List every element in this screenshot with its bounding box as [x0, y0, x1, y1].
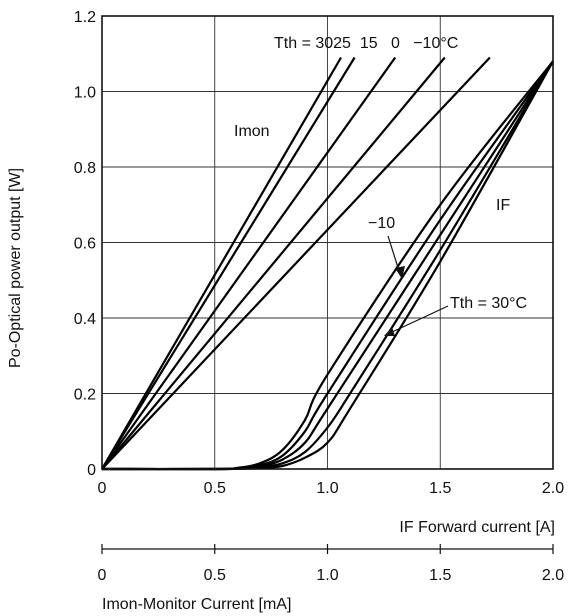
imon-curve-30 — [101, 56, 342, 470]
y-tick-label: 0 — [87, 462, 96, 479]
x-tick-label: 0 — [98, 480, 107, 497]
x-axis-label: IF Forward current [A] — [399, 519, 555, 536]
x-tick-label: 0.5 — [204, 480, 226, 497]
x-tick-label: 1.0 — [316, 480, 338, 497]
tick-labels: 0 0.2 0.4 0.6 0.8 1.0 1.2 0 0.5 1.0 1.5 2.0 — [74, 9, 564, 497]
annotation-tth30: Tth = 30°C — [450, 295, 527, 312]
imon-curve-15 — [101, 56, 397, 470]
x2-tick-label: 2.0 — [542, 567, 564, 584]
y-tick-label: 1.0 — [74, 85, 96, 102]
imon-curve-0 — [101, 56, 446, 470]
grid-lines — [101, 15, 554, 470]
y-axis-label: Po-Optical power output [W] — [7, 168, 24, 368]
x2-axis-label: Imon-Monitor Current [mA] — [102, 596, 291, 613]
y-tick-label: 1.2 — [74, 9, 96, 26]
arrow-minus10-head — [395, 266, 405, 279]
plot-frame — [101, 15, 554, 470]
y-tick-label: 0.8 — [74, 160, 96, 177]
x2-tick-label: 1.0 — [316, 567, 338, 584]
annotation-tth-top: Tth = 3025 15 0 −10°C — [274, 35, 458, 52]
y-tick-label: 0.2 — [74, 387, 96, 404]
arrow-tth30 — [389, 305, 449, 334]
secondary-x-axis: 0 0.5 1.0 1.5 2.0 — [98, 544, 564, 584]
x2-tick-label: 1.5 — [429, 567, 451, 584]
imon-curve--10 — [101, 56, 491, 470]
y-tick-label: 0.6 — [74, 236, 96, 253]
x-tick-label: 1.5 — [429, 480, 451, 497]
annotation-imon: Imon — [234, 123, 270, 140]
x-tick-label: 2.0 — [542, 480, 564, 497]
imon-curve-25 — [101, 56, 356, 470]
x2-tick-label: 0.5 — [204, 567, 226, 584]
annotation-if: IF — [496, 197, 510, 214]
annotation-minus10: −10 — [368, 215, 395, 232]
x2-tick-label: 0 — [98, 567, 107, 584]
y-tick-label: 0.4 — [74, 311, 96, 328]
arrow-tth30-head — [384, 327, 395, 336]
